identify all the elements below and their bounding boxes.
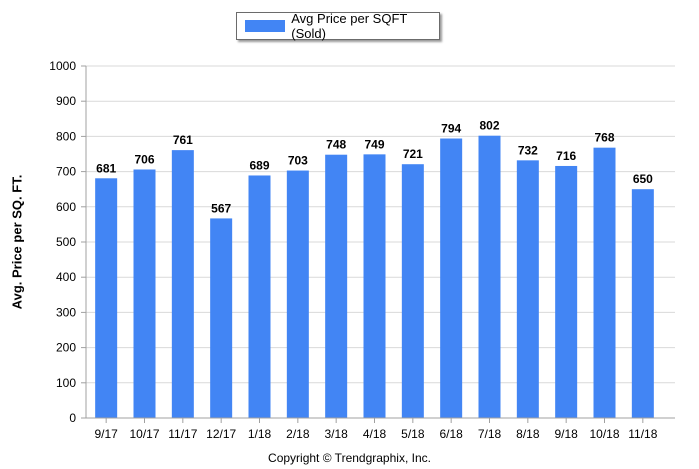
x-tick-label: 10/18 [589,427,619,441]
y-axis: 0 100 200 300 400 500 600 700 800 900 1000 [49,59,87,425]
bar [133,169,156,418]
bar-value-label: 703 [288,154,308,168]
x-tick-label: 3/18 [324,427,348,441]
copyright-footer: Copyright © Trendgraphix, Inc. [268,451,431,465]
y-tick-label: 0 [69,411,76,425]
y-tick-label: 1000 [49,59,76,73]
bar-value-label: 761 [173,133,193,147]
bar-value-label: 681 [96,161,116,175]
y-tick-label: 600 [56,200,76,214]
bar-value-label: 748 [326,138,346,152]
x-tick-label: 4/18 [363,427,387,441]
bar [631,189,654,418]
bar [516,160,539,418]
legend-label: Avg Price per SQFT (Sold) [291,11,408,41]
bar [593,147,616,418]
legend-swatch [245,20,286,32]
x-tick-label: 11/17 [168,427,197,441]
x-axis: 9/17 10/17 11/17 12/17 1/18 2/18 3/18 4/18 5/18 6… [86,417,675,441]
bar-value-label: 689 [249,158,269,172]
bar-value-label: 721 [403,147,423,161]
bar-value-label: 749 [364,137,384,151]
y-tick-label: 900 [56,94,76,108]
x-tick-label: 10/17 [129,427,159,441]
bar [95,178,118,418]
bar [363,154,386,419]
x-tick-label: 9/17 [94,427,118,441]
x-tick-label: 5/18 [401,427,425,441]
bar-value-label: 802 [479,119,499,133]
bar [440,138,463,418]
x-tick-label: 8/18 [516,427,540,441]
x-tick-label: 7/18 [478,427,502,441]
x-tick-label: 6/18 [439,427,463,441]
bar-value-label: 768 [594,131,614,145]
x-tick-label: 2/18 [286,427,310,441]
bar-value-label: 706 [134,152,154,166]
y-tick-label: 700 [56,165,76,179]
y-tick-label: 400 [56,270,76,284]
bar [555,165,578,418]
y-axis-label: Avg. Price per SQ. FT. [9,174,25,310]
bar-value-label: 650 [633,172,653,186]
x-tick-label: 1/18 [248,427,272,441]
y-tick-label: 200 [56,341,76,355]
bar-value-label: 567 [211,201,231,215]
bar [401,164,424,418]
bar [171,150,194,419]
y-tick-label: 100 [56,376,76,390]
y-tick-label: 300 [56,305,76,319]
bars: 681 706 761 567 689 703 748 749 721 794 802 732 716 7… [95,119,654,419]
bar-value-label: 716 [556,149,576,163]
bar [248,175,271,418]
legend: Avg Price per SQFT (Sold) [236,11,440,41]
bar-value-label: 794 [441,122,461,136]
x-tick-label: 9/18 [554,427,578,441]
bar [210,218,233,418]
x-tick-label: 12/17 [206,427,236,441]
bar [286,170,309,418]
bar-value-label: 732 [518,143,538,157]
bar [325,154,348,419]
x-tick-label: 11/18 [628,427,657,441]
bar [478,135,501,419]
y-tick-label: 800 [56,129,76,143]
y-tick-label: 500 [56,235,76,249]
